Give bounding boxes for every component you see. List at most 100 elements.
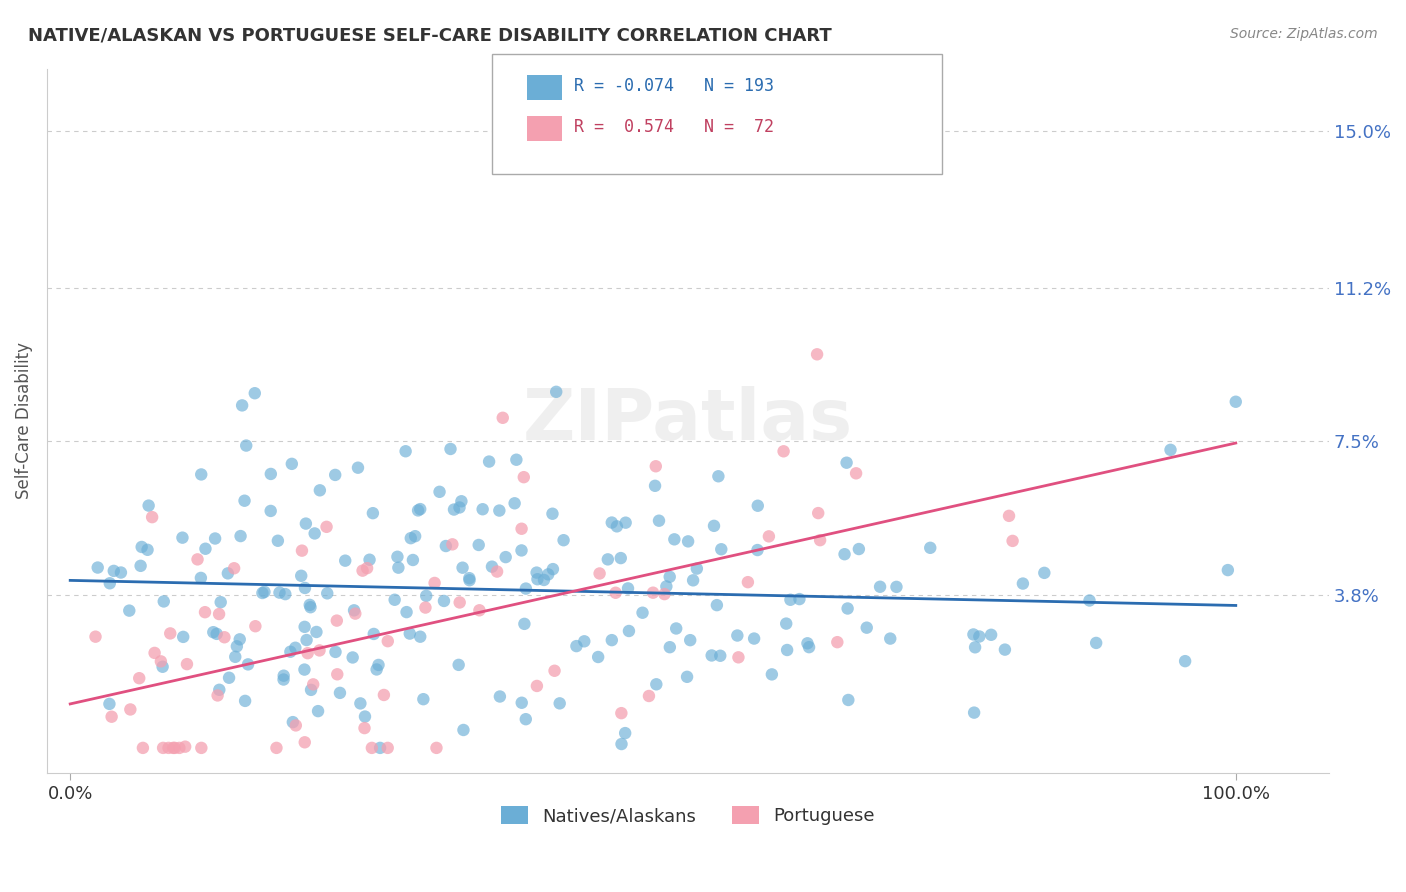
Natives/Alaskans [304,526,326,541]
Portuguese [302,677,325,691]
Portuguese [245,619,267,633]
Natives/Alaskans [136,542,159,557]
Natives/Alaskans [1216,563,1239,577]
Natives/Alaskans [1085,636,1108,650]
Natives/Alaskans [574,634,596,648]
Natives/Alaskans [395,605,418,619]
Portuguese [441,537,464,551]
Natives/Alaskans [229,529,252,543]
Portuguese [344,607,367,621]
Portuguese [326,614,349,628]
Portuguese [157,740,180,755]
Natives/Alaskans [190,467,212,482]
Natives/Alaskans [533,573,555,587]
Portuguese [163,740,186,755]
Natives/Alaskans [409,630,432,644]
Portuguese [297,646,319,660]
Natives/Alaskans [676,534,699,549]
Portuguese [176,657,198,672]
Natives/Alaskans [510,696,533,710]
Portuguese [543,664,565,678]
Natives/Alaskans [307,704,329,718]
Portuguese [758,529,780,543]
Portuguese [315,520,337,534]
Portuguese [100,709,122,723]
Natives/Alaskans [610,737,633,751]
Natives/Alaskans [515,712,537,726]
Natives/Alaskans [434,539,457,553]
Natives/Alaskans [202,625,225,640]
Natives/Alaskans [742,632,765,646]
Natives/Alaskans [406,503,429,517]
Natives/Alaskans [1174,654,1197,668]
Natives/Alaskans [294,581,316,595]
Natives/Alaskans [269,585,291,599]
Text: R =  0.574   N =  72: R = 0.574 N = 72 [574,118,773,136]
Portuguese [266,740,288,755]
Natives/Alaskans [779,592,801,607]
Portuguese [641,585,664,599]
Natives/Alaskans [458,571,481,585]
Natives/Alaskans [231,398,253,412]
Natives/Alaskans [86,560,108,574]
Natives/Alaskans [354,709,377,723]
Portuguese [425,740,447,755]
Natives/Alaskans [453,723,475,737]
Natives/Alaskans [280,645,302,659]
Natives/Alaskans [505,452,527,467]
Natives/Alaskans [225,640,247,654]
Natives/Alaskans [366,663,388,677]
Natives/Alaskans [284,640,307,655]
Portuguese [294,735,316,749]
Natives/Alaskans [886,580,908,594]
Natives/Alaskans [394,444,416,458]
Natives/Alaskans [451,560,474,574]
Natives/Alaskans [710,542,733,557]
Natives/Alaskans [152,660,174,674]
Natives/Alaskans [299,600,322,615]
Natives/Alaskans [387,549,409,564]
Natives/Alaskans [1033,566,1056,580]
Natives/Alaskans [233,493,256,508]
Natives/Alaskans [679,633,702,648]
Natives/Alaskans [1012,576,1035,591]
Natives/Alaskans [235,439,257,453]
Natives/Alaskans [776,643,799,657]
Natives/Alaskans [98,576,121,591]
Portuguese [352,564,374,578]
Natives/Alaskans [1225,394,1247,409]
Natives/Alaskans [565,639,588,653]
Portuguese [654,587,676,601]
Natives/Alaskans [614,516,637,530]
Portuguese [174,739,197,754]
Natives/Alaskans [342,650,364,665]
Natives/Alaskans [665,622,688,636]
Natives/Alaskans [218,671,240,685]
Portuguese [806,347,828,361]
Natives/Alaskans [526,566,548,580]
Natives/Alaskans [236,657,259,672]
Text: ZIPatlas: ZIPatlas [523,386,853,455]
Y-axis label: Self-Care Disability: Self-Care Disability [15,343,32,500]
Text: R = -0.074   N = 193: R = -0.074 N = 193 [574,77,773,95]
Portuguese [526,679,548,693]
Natives/Alaskans [617,624,640,638]
Portuguese [727,650,749,665]
Natives/Alaskans [205,627,228,641]
Natives/Alaskans [596,552,619,566]
Natives/Alaskans [450,494,472,508]
Natives/Alaskans [495,550,517,565]
Natives/Alaskans [325,645,347,659]
Natives/Alaskans [224,649,246,664]
Natives/Alaskans [443,502,465,516]
Natives/Alaskans [387,560,409,574]
Natives/Alaskans [526,572,548,586]
Natives/Alaskans [402,553,425,567]
Natives/Alaskans [368,740,391,755]
Natives/Alaskans [747,499,769,513]
Natives/Alaskans [920,541,942,555]
Natives/Alaskans [316,586,339,600]
Portuguese [377,740,399,755]
Natives/Alaskans [335,554,357,568]
Portuguese [827,635,849,649]
